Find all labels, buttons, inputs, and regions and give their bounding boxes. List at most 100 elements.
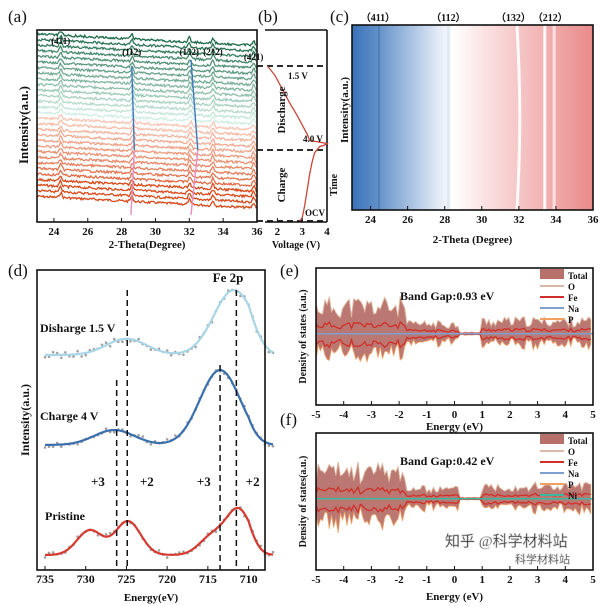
xrd-pattern xyxy=(36,45,257,64)
x-axis-label-b: Voltage (V) xyxy=(272,240,320,251)
voltage-curve xyxy=(266,65,329,222)
xrd-pattern xyxy=(36,72,257,92)
legend-label: O xyxy=(568,282,575,292)
data-point xyxy=(47,551,51,555)
x-tick-label-a: 30 xyxy=(150,226,162,238)
legend-label: P xyxy=(568,315,574,325)
peak-label: (132) xyxy=(180,47,200,57)
region-charge: Charge xyxy=(276,167,288,202)
legend-label: Total xyxy=(568,271,588,281)
watermark-sub: 科学材料站 xyxy=(515,552,570,566)
peak-shift-guide xyxy=(131,65,136,151)
data-point xyxy=(104,341,108,345)
x-tick-label-e: -4 xyxy=(339,409,349,421)
x-axis-label-f: Energy (eV) xyxy=(426,591,483,603)
dos-fe-line xyxy=(315,498,591,515)
xrd-pattern xyxy=(37,151,257,170)
xrd-pattern xyxy=(36,148,257,165)
peak-label: （411） xyxy=(361,11,395,24)
data-point xyxy=(76,349,79,353)
data-point xyxy=(267,444,271,448)
x-tick-label-f: -3 xyxy=(367,574,377,586)
x-tick-label-e: 2 xyxy=(507,409,513,421)
x-tick-label-f: -4 xyxy=(339,574,349,586)
x-tick-label-c: 36 xyxy=(588,214,600,226)
panel-label-a: (a) xyxy=(8,7,27,26)
x-tick-label-c: 28 xyxy=(439,214,451,226)
x-tick-label-e: -5 xyxy=(311,409,321,421)
x-tick-label-f: 1 xyxy=(479,574,485,586)
data-point xyxy=(137,434,140,437)
data-point xyxy=(43,556,47,559)
x-tick-label-f: -1 xyxy=(422,574,431,586)
series-label: Charge 4 V xyxy=(40,409,99,423)
oxidation-state-label: +3 xyxy=(197,474,211,489)
xrd-pattern xyxy=(36,190,257,210)
legend-label: Fe xyxy=(568,293,578,303)
data-point xyxy=(178,551,181,554)
x-axis-label-d: Energy(eV) xyxy=(124,592,179,604)
data-point xyxy=(104,427,108,431)
x-tick-label-a: 26 xyxy=(82,226,94,238)
data-point xyxy=(108,531,112,535)
y-axis-label-a: Intensity(a.u.) xyxy=(16,86,31,164)
x-tick-label-a: 34 xyxy=(218,226,230,238)
data-point xyxy=(55,441,59,445)
x-tick-label-a: 32 xyxy=(184,226,196,238)
data-point xyxy=(149,443,153,446)
peak-shift-guide xyxy=(130,149,136,216)
plots-layer: (411)(112) (132) (212) (421)24 26 28 30 32 34 362… xyxy=(16,11,599,604)
x-tick-label-f: 2 xyxy=(507,574,513,586)
data-point xyxy=(194,345,197,349)
y-axis-label-d: Intensity(a.u.) xyxy=(18,384,32,456)
xrd-pattern xyxy=(36,79,257,98)
xrd-pattern xyxy=(36,119,257,137)
xrd-pattern xyxy=(36,34,257,53)
xrd-pattern xyxy=(36,91,257,109)
y-axis-label-c-colorbar: Intensity(a.u.) xyxy=(339,77,351,143)
xrd-pattern xyxy=(36,68,257,87)
x-tick-label-f: -5 xyxy=(311,574,321,586)
panel-label-b: (b) xyxy=(258,7,278,26)
xrd-pattern xyxy=(36,102,257,120)
data-point xyxy=(129,339,132,343)
x-tick-label-e: 0 xyxy=(452,409,458,421)
xrd-pattern xyxy=(37,58,257,76)
panel-label-d: (d) xyxy=(8,261,28,280)
x-tick-label-e: 5 xyxy=(590,409,596,421)
region-discharge: Discharge xyxy=(276,86,288,133)
peak-label: （112） xyxy=(431,11,465,24)
y-axis-label-e: Density of states (a.u.) xyxy=(298,289,309,383)
x-tick-label-b: 4 xyxy=(324,226,330,238)
xrd-pattern xyxy=(36,40,257,59)
x-tick-label-c: 30 xyxy=(476,214,488,226)
x-tick-label-a: 24 xyxy=(48,226,60,238)
x-tick-label-b: 3 xyxy=(299,226,305,238)
data-point xyxy=(104,533,108,536)
heatmap-band xyxy=(377,25,380,210)
xrd-pattern xyxy=(36,159,257,176)
data-point xyxy=(64,351,67,354)
plot-frame-c xyxy=(351,24,594,211)
panel-label-f: (f) xyxy=(280,410,297,429)
dos-fe-line xyxy=(315,320,591,335)
peak-shift-guide xyxy=(190,59,199,151)
xrd-pattern xyxy=(36,84,257,103)
xrd-pattern xyxy=(36,125,257,143)
data-point xyxy=(112,431,116,434)
series-label: Pristine xyxy=(45,509,86,523)
oxidation-state-label: +3 xyxy=(91,474,105,489)
x-tick-label-c: 24 xyxy=(365,214,377,226)
data-point xyxy=(51,350,55,354)
legend-label: Na xyxy=(568,469,579,479)
x-tick-label-e: 4 xyxy=(563,409,569,421)
peak-label: （132） xyxy=(496,11,531,24)
x-axis-label-c: 2-Theta (Degree) xyxy=(433,234,513,246)
peak-label: （212） xyxy=(533,11,568,24)
x-tick-label-d: 720 xyxy=(158,572,176,586)
data-point xyxy=(72,355,75,358)
plot-frame-a xyxy=(36,29,258,223)
legend-label: Na xyxy=(568,304,579,314)
panel-label-e: (e) xyxy=(280,261,299,280)
data-point xyxy=(55,351,59,355)
